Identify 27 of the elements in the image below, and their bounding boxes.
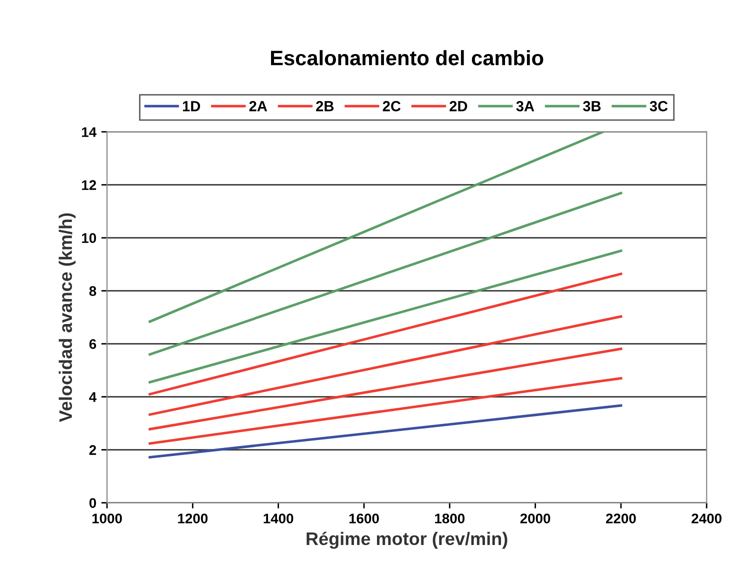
x-tick-label: 1200 (178, 514, 208, 524)
legend-label: 3C (650, 101, 668, 112)
y-axis-title: Velocidad avance (km/h) (58, 213, 76, 422)
y-tick-label: 10 (82, 233, 96, 243)
y-tick-label: 0 (89, 498, 96, 508)
x-axis-title: Régime motor (rev/min) (306, 532, 508, 549)
legend-label: 2C (382, 101, 401, 112)
legend-label: 1D (182, 101, 200, 112)
legend-label: 3B (582, 101, 601, 112)
y-tick-label: 6 (89, 339, 96, 349)
y-tick-label: 2 (89, 445, 96, 455)
x-tick-label: 2200 (606, 514, 636, 524)
legend-label: 2D (450, 101, 468, 112)
y-tick-label: 14 (82, 127, 97, 137)
y-tick-label: 12 (82, 180, 96, 190)
legend-label: 2B (316, 101, 334, 112)
x-tick-label: 2400 (692, 514, 722, 524)
x-tick-label: 1600 (349, 514, 379, 524)
x-tick-label: 1000 (92, 514, 122, 524)
chart-title: Escalonamiento del cambio (271, 50, 544, 66)
y-tick-label: 4 (89, 392, 97, 402)
x-tick-label: 1800 (435, 514, 465, 524)
x-tick-label: 2000 (520, 514, 550, 524)
x-tick-label: 1400 (264, 514, 294, 524)
y-tick-label: 8 (89, 286, 96, 296)
legend-label: 3A (516, 101, 534, 112)
legend-label: 2A (249, 101, 268, 112)
